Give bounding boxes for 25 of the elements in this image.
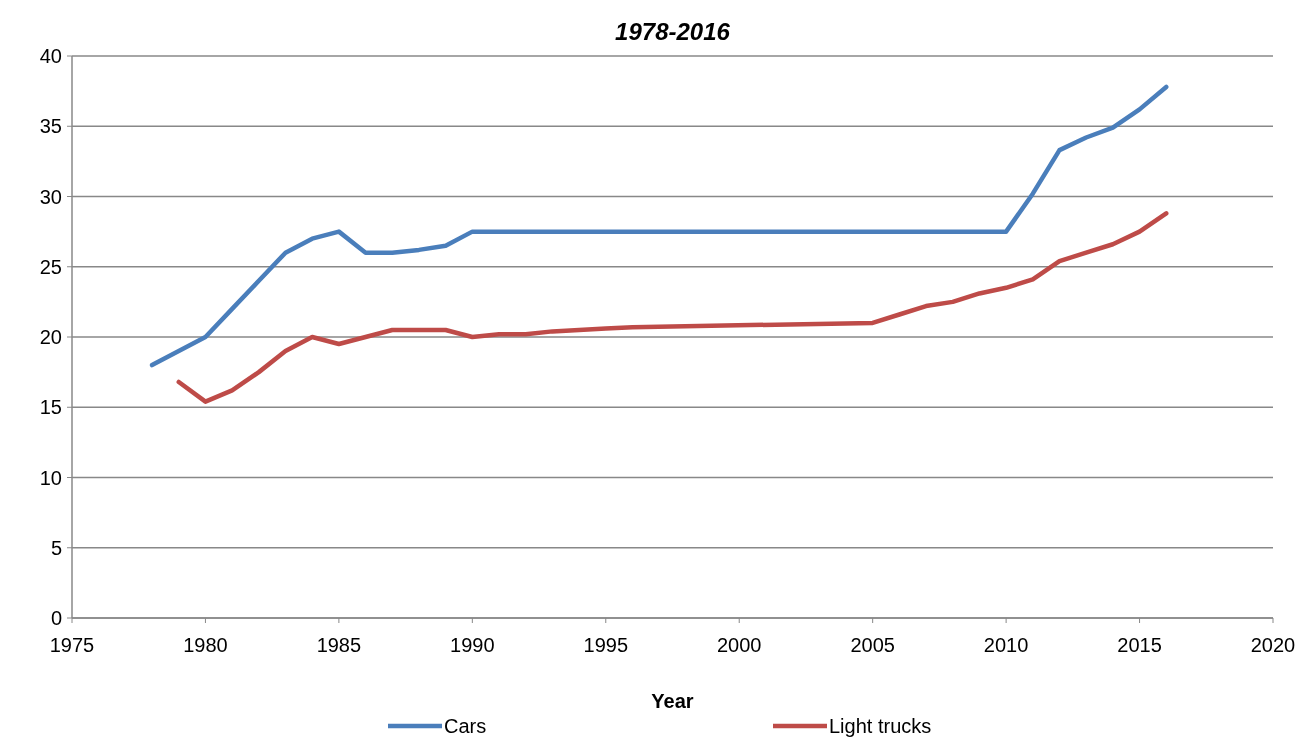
x-tick-label: 2020 bbox=[1250, 634, 1296, 656]
x-tick-label: 1975 bbox=[49, 634, 95, 656]
y-tick-label: 35 bbox=[39, 115, 62, 138]
legend-label: Cars bbox=[444, 715, 487, 737]
x-axis-title: Year bbox=[651, 690, 694, 712]
y-tick-label: 20 bbox=[39, 326, 62, 348]
line-series bbox=[149, 84, 1169, 368]
x-tick-label: 1995 bbox=[583, 634, 629, 656]
y-tick-label: 15 bbox=[39, 396, 62, 419]
y-tick-label: 0 bbox=[50, 607, 62, 629]
x-tick-label: 1985 bbox=[316, 634, 362, 656]
x-tick-label: 2010 bbox=[983, 634, 1029, 656]
x-tick-label: 2015 bbox=[1117, 634, 1162, 656]
chart-title: 1978-2016 bbox=[615, 18, 731, 45]
y-tick-label: 5 bbox=[50, 536, 62, 559]
y-tick-label: 25 bbox=[39, 255, 62, 278]
x-tick-label: 1990 bbox=[450, 634, 495, 656]
y-tick-label: 30 bbox=[39, 185, 62, 208]
y-tick-label: 10 bbox=[39, 466, 62, 489]
legend-label: Light trucks bbox=[829, 715, 932, 737]
x-tick-label: 1980 bbox=[183, 634, 228, 656]
y-tick-label: 40 bbox=[39, 45, 62, 67]
line-series bbox=[176, 211, 1169, 404]
x-tick-label: 2005 bbox=[850, 634, 895, 656]
x-tick-label: 2000 bbox=[716, 634, 762, 656]
